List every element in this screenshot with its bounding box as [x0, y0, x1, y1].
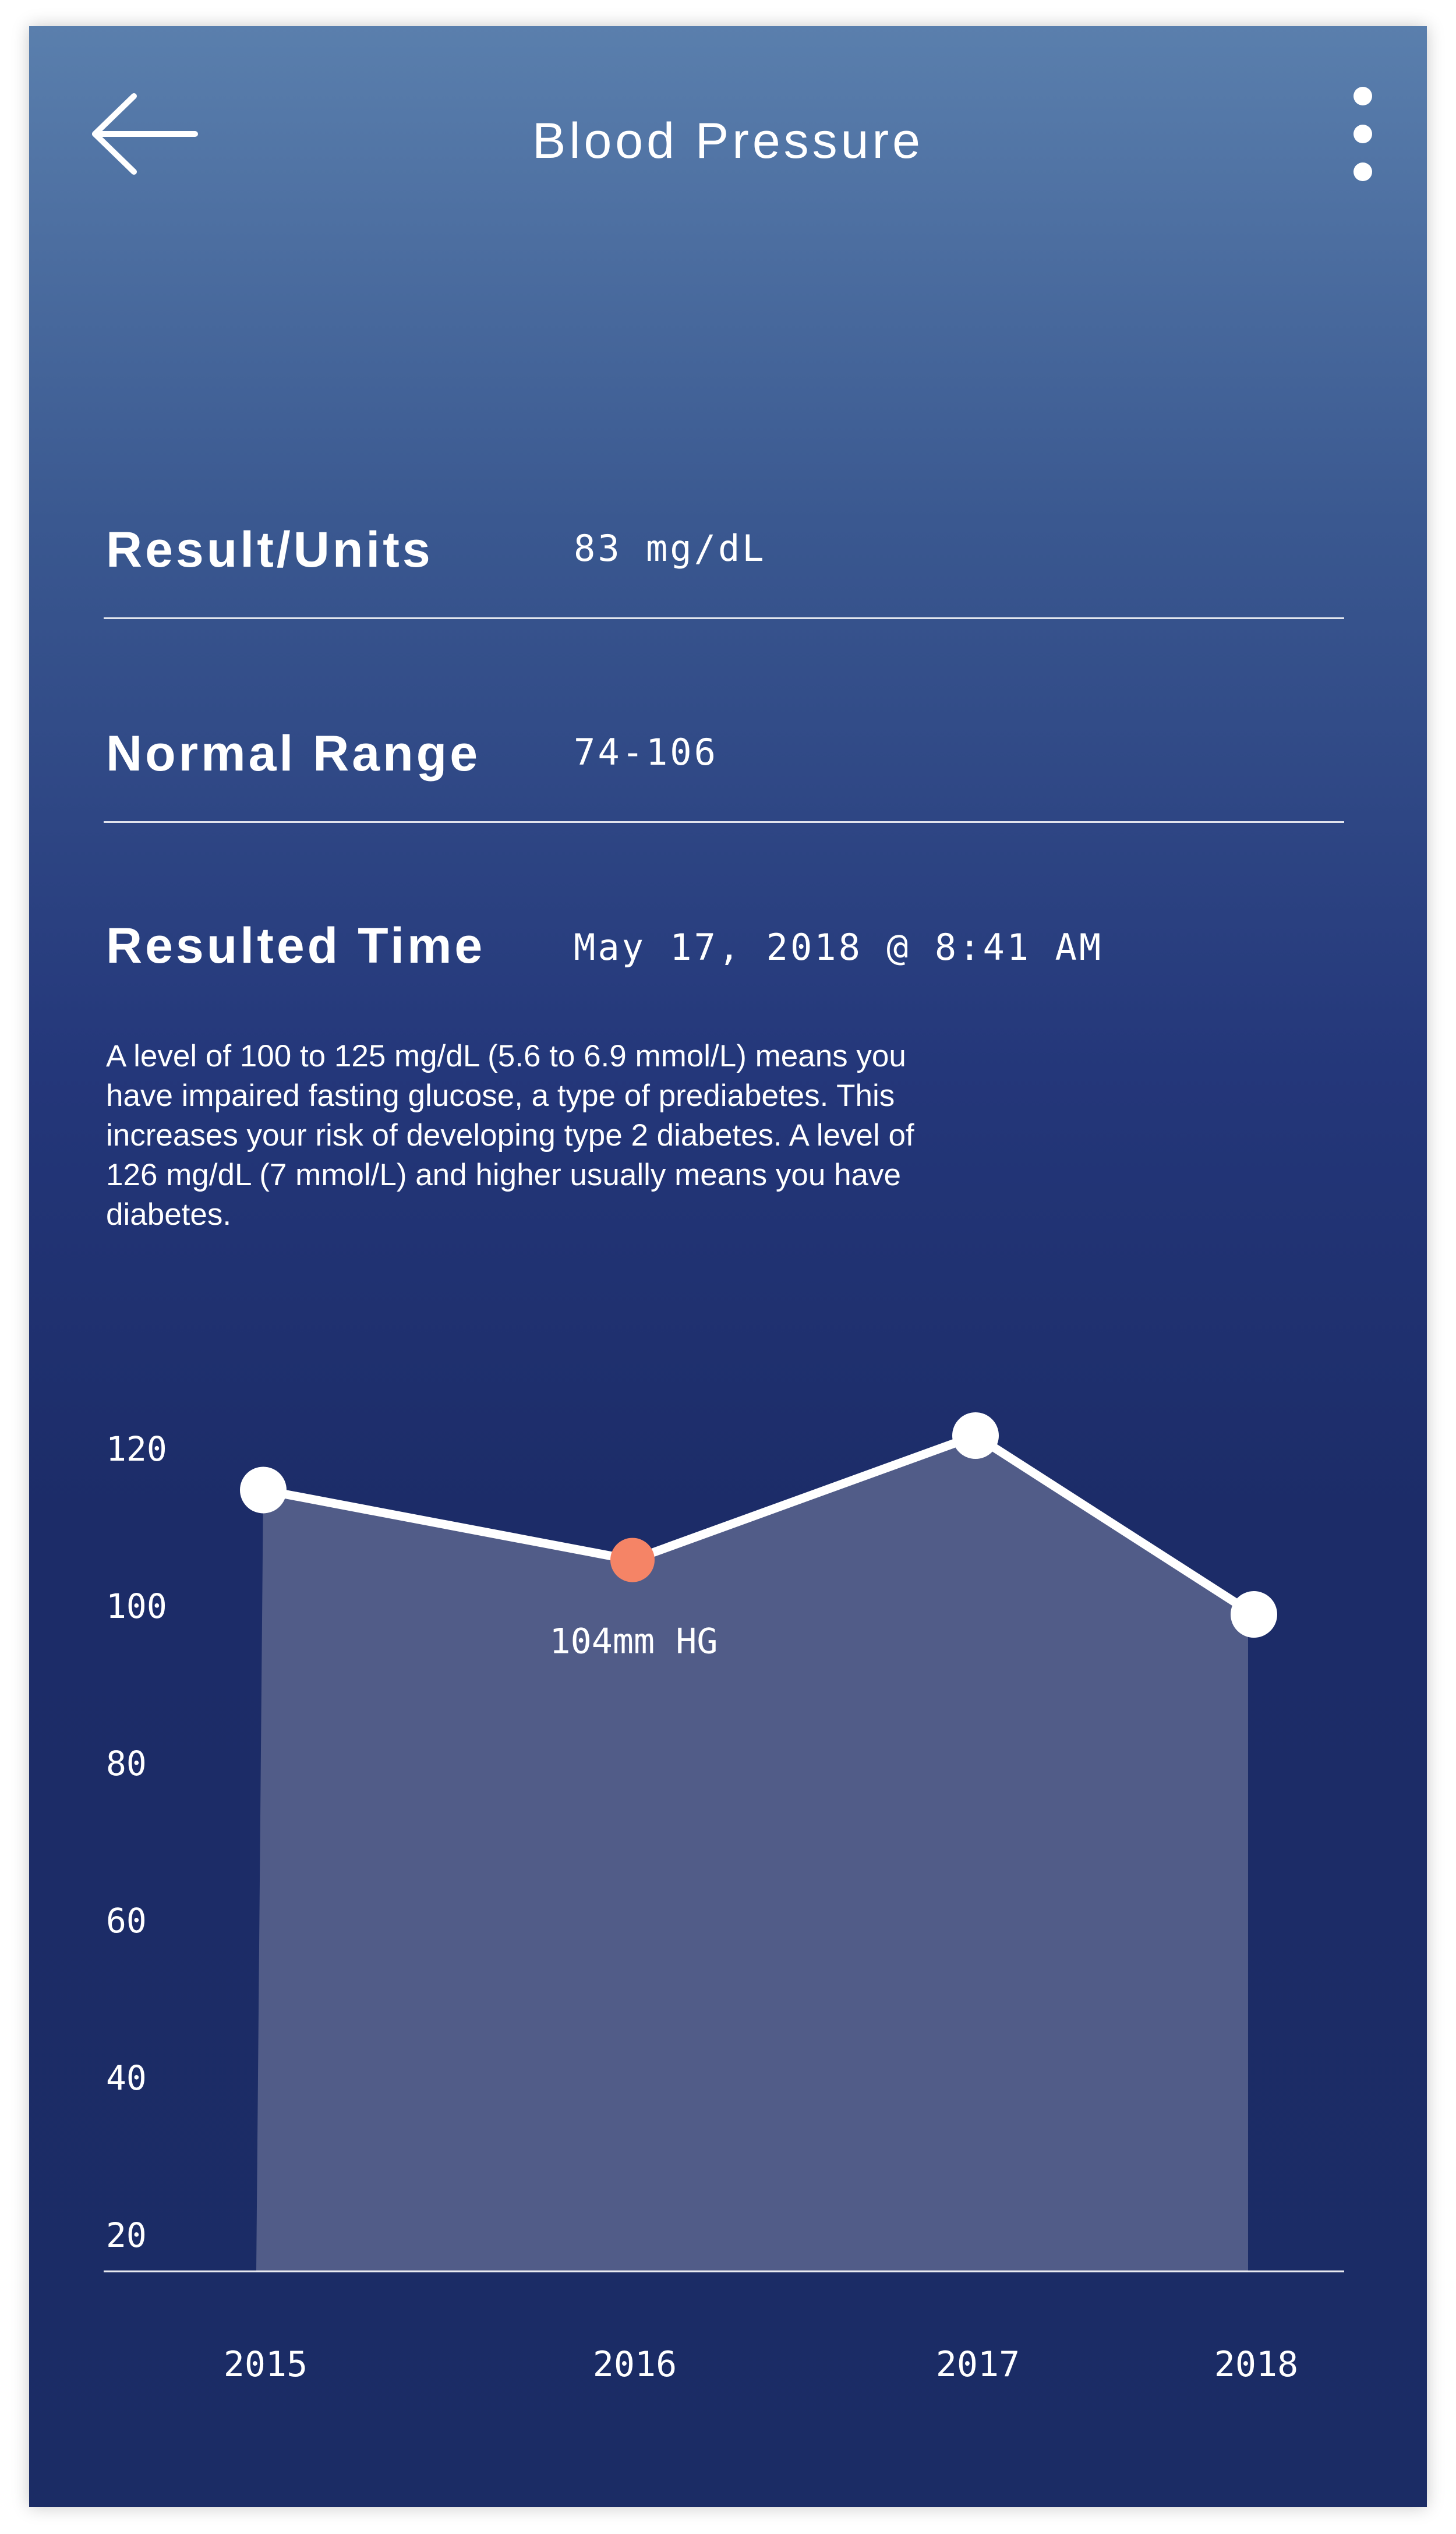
- chart-x-tick-label: 2016: [593, 2344, 677, 2385]
- divider: [104, 617, 1344, 619]
- chart-highlight-label: 104mm HG: [550, 1621, 718, 1662]
- more-options-button[interactable]: [1340, 82, 1386, 186]
- result-units-value: 83 mg/dL: [574, 527, 766, 570]
- chart-y-tick-label: 120: [106, 1429, 167, 1469]
- chart-data-point: [952, 1412, 999, 1459]
- page-title: Blood Pressure: [532, 113, 924, 169]
- chart-y-tick-label: 100: [106, 1586, 167, 1626]
- chart-y-tick-label: 60: [106, 1901, 147, 1941]
- more-vertical-icon: [1353, 87, 1372, 181]
- chart-y-tick-label: 40: [106, 2058, 147, 2098]
- chart-y-tick-label: 80: [106, 1744, 147, 1783]
- resulted-time-value: May 17, 2018 @ 8:41 AM: [574, 926, 1104, 969]
- resulted-time-label: Resulted Time: [106, 918, 486, 974]
- chart-y-tick-label: 20: [106, 2215, 147, 2255]
- divider: [104, 821, 1344, 823]
- result-units-label: Result/Units: [106, 522, 433, 578]
- normal-range-label: Normal Range: [106, 726, 481, 782]
- chart-x-tick-label: 2017: [936, 2344, 1020, 2385]
- back-button[interactable]: [90, 90, 201, 178]
- arrow-left-icon: [92, 93, 198, 175]
- chart-data-point: [240, 1466, 287, 1514]
- chart-data-point: [1231, 1591, 1277, 1638]
- chart-highlight-point: [610, 1538, 655, 1582]
- normal-range-value: 74-106: [574, 731, 718, 773]
- result-description: A level of 100 to 125 mg/dL (5.6 to 6.9 …: [106, 1039, 914, 1232]
- chart-area-fill: [256, 1436, 1254, 2271]
- chart-x-tick-label: 2015: [224, 2344, 308, 2385]
- chart-x-tick-label: 2018: [1214, 2344, 1299, 2385]
- app-screen: Blood Pressure Result/Units 83 mg/dL Nor…: [29, 26, 1427, 2507]
- blood-pressure-chart: 104mm HG 120 100 80 60 40 20 2015 2016 2017 2018: [104, 1412, 1344, 2385]
- chart-series-line: [259, 1431, 1259, 1619]
